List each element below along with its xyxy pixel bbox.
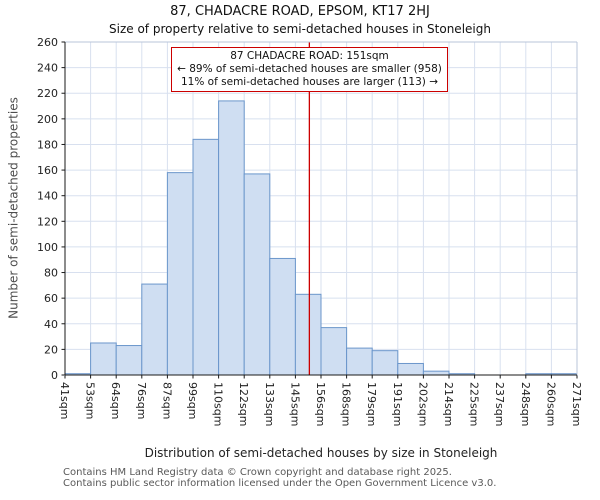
footer-line-1: Contains HM Land Registry data © Crown c…	[63, 467, 452, 478]
svg-text:220: 220	[37, 87, 58, 100]
svg-text:76sqm: 76sqm	[135, 382, 148, 419]
x-axis-label: Distribution of semi-detached houses by …	[144, 446, 498, 460]
svg-text:260: 260	[37, 36, 58, 49]
attribution: Contains HM Land Registry data © Crown c…	[63, 467, 593, 489]
svg-text:20: 20	[44, 343, 58, 356]
svg-text:122sqm: 122sqm	[237, 382, 250, 426]
chart-title: 87, CHADACRE ROAD, EPSOM, KT17 2HJ	[170, 4, 430, 19]
svg-text:271sqm: 271sqm	[570, 382, 583, 426]
annotation-line-3: 11% of semi-detached houses are larger (…	[181, 76, 438, 88]
svg-text:145sqm: 145sqm	[288, 382, 301, 426]
svg-text:99sqm: 99sqm	[186, 382, 199, 419]
svg-text:200: 200	[37, 113, 58, 126]
svg-text:110sqm: 110sqm	[212, 382, 225, 426]
svg-text:179sqm: 179sqm	[365, 382, 378, 426]
annotation-line-2: ← 89% of semi-detached houses are smalle…	[177, 63, 442, 75]
svg-text:240: 240	[37, 62, 58, 75]
svg-text:225sqm: 225sqm	[468, 382, 481, 426]
svg-text:64sqm: 64sqm	[109, 382, 122, 419]
svg-text:180: 180	[37, 138, 58, 151]
svg-text:0: 0	[51, 369, 58, 382]
svg-text:53sqm: 53sqm	[84, 382, 97, 419]
annotation-line-1: 87 CHADACRE ROAD: 151sqm	[230, 50, 389, 62]
svg-text:214sqm: 214sqm	[442, 382, 455, 426]
svg-text:237sqm: 237sqm	[493, 382, 506, 426]
svg-text:80: 80	[44, 267, 58, 280]
svg-text:260sqm: 260sqm	[544, 382, 557, 426]
svg-text:60: 60	[44, 292, 58, 305]
svg-text:133sqm: 133sqm	[263, 382, 276, 426]
svg-text:202sqm: 202sqm	[416, 382, 429, 426]
footer-line-2: Contains public sector information licen…	[63, 478, 497, 489]
marker-annotation: 87 CHADACRE ROAD: 151sqm ← 89% of semi-d…	[171, 47, 448, 92]
svg-text:41sqm: 41sqm	[58, 382, 71, 419]
svg-text:168sqm: 168sqm	[340, 382, 353, 426]
chart-subtitle: Size of property relative to semi-detach…	[109, 22, 491, 36]
svg-text:140: 140	[37, 190, 58, 203]
svg-text:120: 120	[37, 215, 58, 228]
svg-text:87sqm: 87sqm	[160, 382, 173, 419]
svg-text:191sqm: 191sqm	[391, 382, 404, 426]
svg-text:156sqm: 156sqm	[314, 382, 327, 426]
svg-text:40: 40	[44, 318, 58, 331]
svg-text:100: 100	[37, 241, 58, 254]
svg-text:248sqm: 248sqm	[519, 382, 532, 426]
svg-text:160: 160	[37, 164, 58, 177]
